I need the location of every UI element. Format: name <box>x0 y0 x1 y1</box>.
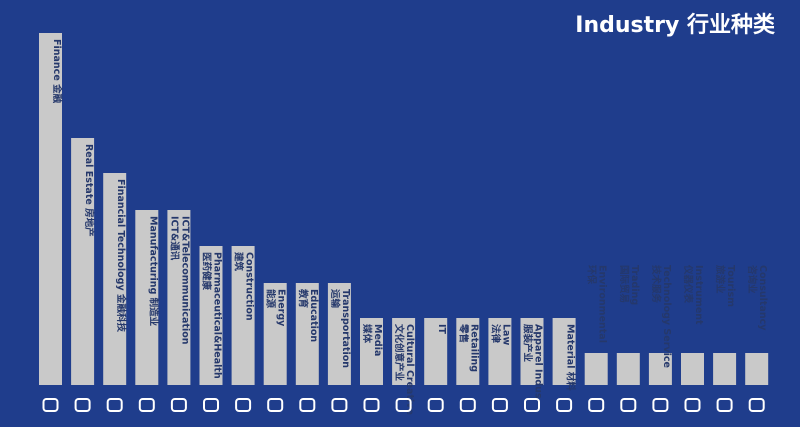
bar <box>520 318 544 385</box>
icon <box>395 398 412 412</box>
bar <box>263 283 287 385</box>
bar <box>295 283 319 385</box>
bar <box>456 318 480 385</box>
category-label: Retailing <box>468 324 479 372</box>
category-label: Law <box>500 324 511 345</box>
icon <box>74 398 91 412</box>
bar <box>103 173 127 385</box>
icon <box>363 398 380 412</box>
icon <box>42 398 59 412</box>
category-label: Apparel Indus <box>533 324 544 399</box>
bar <box>327 283 351 385</box>
category-label: Technology Service <box>661 265 672 368</box>
icon <box>427 398 444 412</box>
category-label: 技术服务 <box>650 265 662 304</box>
category-label: Pharmaceutical&Health <box>212 252 223 379</box>
category-label: 环保 <box>586 265 598 285</box>
category-label: 咨询业 <box>746 265 758 294</box>
category-label: ICT&通讯 <box>168 216 180 261</box>
category-label: ICT&Telecommunication <box>179 216 190 345</box>
icon <box>684 398 701 412</box>
category-label: Real Estate 房地产 <box>83 144 95 237</box>
icon <box>748 398 765 412</box>
bar <box>745 353 769 385</box>
icon <box>170 398 187 412</box>
category-label: 能源 <box>265 289 277 309</box>
category-label: Construction <box>244 252 255 321</box>
category-label: Instrument <box>693 265 704 325</box>
bar <box>681 353 704 385</box>
bar <box>424 318 448 385</box>
bar <box>648 353 672 385</box>
category-label: 国际贸易 <box>618 265 630 303</box>
bar <box>39 33 62 385</box>
bar <box>392 318 416 385</box>
icon <box>235 398 252 412</box>
chart-title: Industry 行业种类 <box>575 12 776 38</box>
icon <box>138 398 155 412</box>
category-label: Consultancy <box>757 265 768 331</box>
category-label: Transportation <box>340 289 351 368</box>
icon <box>620 398 637 412</box>
category-label: IT <box>436 324 447 335</box>
category-label: Finance 金融 <box>51 39 63 104</box>
category-label: Education <box>308 289 319 342</box>
bar <box>71 138 95 385</box>
category-label: Tourism <box>725 265 736 307</box>
bar <box>199 246 223 385</box>
icon <box>652 398 669 412</box>
icon <box>588 398 605 412</box>
icon <box>203 398 219 412</box>
category-label: 建筑 <box>233 251 245 272</box>
category-label: Trading <box>629 265 640 305</box>
category-label: 服装产业 <box>522 324 534 363</box>
category-label: 文化创意产业 <box>393 323 405 382</box>
icon <box>491 398 508 412</box>
category-label: Cultural Creative <box>404 324 415 415</box>
bar <box>552 318 576 385</box>
bar <box>231 246 255 385</box>
icon <box>556 398 573 412</box>
icon <box>267 398 284 412</box>
bar <box>616 353 640 385</box>
category-label: Media <box>372 324 383 356</box>
icon <box>524 398 540 412</box>
bar <box>360 318 383 385</box>
bar <box>488 318 512 385</box>
category-label: 仪器仪表 <box>682 264 694 304</box>
bar <box>135 210 159 385</box>
category-label: 运输 <box>329 289 341 309</box>
bar <box>167 210 191 385</box>
category-label: 媒体 <box>361 323 373 344</box>
icon <box>459 398 476 412</box>
icon <box>331 398 348 412</box>
category-label: 旅游业 <box>714 265 726 294</box>
category-label: Financial Technology 金融科技 <box>115 179 127 332</box>
category-label: Environmental <box>597 265 608 343</box>
category-label: 教育 <box>297 288 309 309</box>
category-label: Energy <box>276 289 287 327</box>
category-label: Material 材料 <box>565 324 577 391</box>
bar <box>713 353 737 385</box>
icon <box>106 398 123 412</box>
category-label: 零售 <box>457 323 469 343</box>
bar <box>584 353 608 385</box>
category-label: 法律 <box>489 324 501 344</box>
category-label: Manufacturing 制造业 <box>147 216 159 327</box>
icon <box>299 398 316 412</box>
icon <box>716 398 733 412</box>
category-label: 医药健康 <box>201 252 213 291</box>
